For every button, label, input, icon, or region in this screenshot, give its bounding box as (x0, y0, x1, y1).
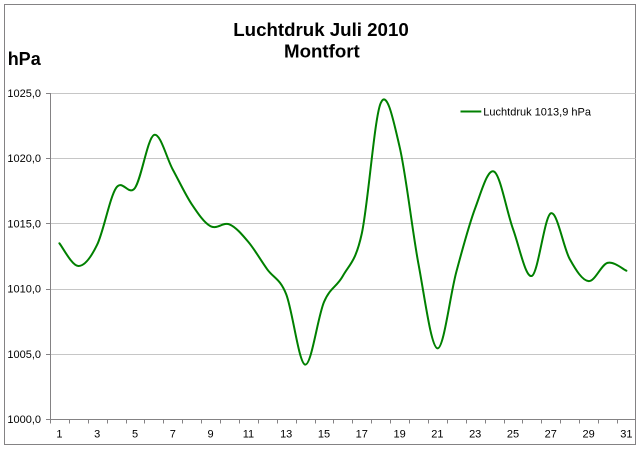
svg-text:Luchtdruk Juli 2010: Luchtdruk Juli 2010 (233, 19, 409, 40)
svg-text:31: 31 (620, 429, 632, 441)
svg-text:1010,0: 1010,0 (7, 284, 41, 296)
svg-text:1000,0: 1000,0 (7, 414, 41, 426)
svg-text:13: 13 (280, 429, 292, 441)
svg-text:25: 25 (507, 429, 519, 441)
svg-text:3: 3 (94, 429, 100, 441)
svg-text:27: 27 (545, 429, 557, 441)
svg-text:9: 9 (208, 429, 214, 441)
svg-text:15: 15 (318, 429, 330, 441)
svg-text:1: 1 (56, 429, 62, 441)
svg-text:7: 7 (170, 429, 176, 441)
svg-text:Montfort: Montfort (284, 40, 360, 61)
svg-text:21: 21 (431, 429, 443, 441)
svg-text:17: 17 (356, 429, 368, 441)
svg-text:23: 23 (469, 429, 481, 441)
svg-text:1015,0: 1015,0 (7, 218, 41, 230)
svg-text:11: 11 (243, 429, 254, 441)
svg-text:19: 19 (393, 429, 405, 441)
svg-text:5: 5 (132, 429, 138, 441)
svg-text:1020,0: 1020,0 (7, 153, 41, 165)
svg-text:hPa: hPa (8, 49, 42, 69)
svg-text:1025,0: 1025,0 (7, 88, 41, 100)
svg-text:Luchtdruk 1013,9 hPa: Luchtdruk 1013,9 hPa (483, 106, 592, 118)
svg-text:1005,0: 1005,0 (7, 349, 41, 361)
svg-text:29: 29 (582, 429, 594, 441)
